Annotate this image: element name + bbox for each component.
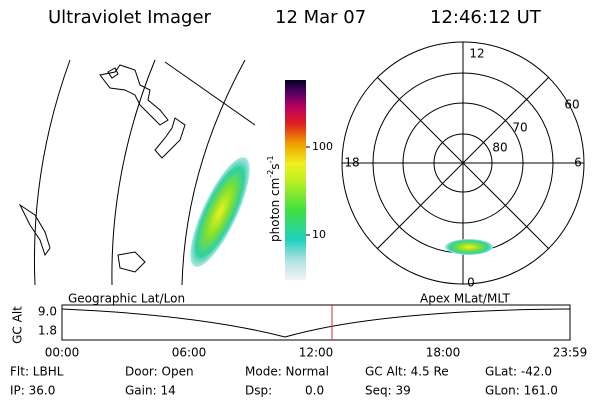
status-field: GLat: -42.0 <box>485 365 552 379</box>
mlt-label: 18 <box>344 156 359 170</box>
aurora <box>190 157 250 267</box>
exponent: -1 <box>266 155 275 163</box>
x-tick-label: 23:59 <box>553 346 588 360</box>
x-tick-label: 06:00 <box>172 346 207 360</box>
status-field: Gain: 14 <box>125 384 176 398</box>
y-tick-label: 9.0 <box>38 305 57 319</box>
meridian <box>33 59 71 286</box>
polar-plot: 12 18 6 0 60 70 80 Apex MLat/MLT <box>341 41 585 306</box>
coastline <box>154 117 186 159</box>
coastline <box>107 67 119 79</box>
status-field: Flt: LBHL <box>10 365 64 379</box>
status-field: Seq: 39 <box>365 384 411 398</box>
unit: photon cm <box>268 178 282 242</box>
x-tick-label: 18:00 <box>426 346 461 360</box>
unit: s <box>268 163 282 169</box>
altitude-plot: GC Alt 9.0 1.8 00:00 06:00 12:00 18:00 2… <box>11 304 588 360</box>
status-field: Mode: Normal <box>245 365 329 379</box>
y-label: GC Alt <box>11 306 25 344</box>
header: Ultraviolet Imager 12 Mar 07 12:46:12 UT <box>48 7 542 28</box>
instrument: Ultraviolet Imager <box>48 7 212 28</box>
status-field: GC Alt: 4.5 Re <box>365 365 449 379</box>
coastline <box>117 251 146 273</box>
plot-frame <box>61 304 571 341</box>
status-field: Dsp: <box>245 384 272 398</box>
parallel <box>164 61 256 126</box>
altitude-curve <box>61 308 571 338</box>
dsp-value: 0.0 <box>305 384 324 398</box>
status-field: GLon: 161.0 <box>485 384 558 398</box>
colorbar-tick: 100 <box>312 140 333 153</box>
spoke <box>376 76 550 250</box>
mlt-label: 12 <box>469 47 484 61</box>
footer: 0.0 Flt: LBHL Door: Open Mode: Normal GC Al… <box>10 365 558 398</box>
mlat-label: 80 <box>492 141 507 155</box>
colorbar: 100 10 photon cm-2s-1 <box>266 80 333 280</box>
projection-right: Apex MLat/MLT <box>420 292 510 306</box>
projection-left: Geographic Lat/Lon <box>68 292 185 306</box>
meridian <box>181 59 246 286</box>
colorbar-label: photon cm-2s-1 <box>266 155 282 242</box>
x-tick-label: 00:00 <box>45 346 80 360</box>
coastline <box>99 64 169 126</box>
mlt-label: 6 <box>574 156 582 170</box>
colorbar-scale <box>285 80 306 280</box>
colorbar-tick: 10 <box>312 228 326 241</box>
mlt-label: 0 <box>467 276 475 290</box>
time: 12:46:12 UT <box>430 7 542 28</box>
geo-map: Geographic Lat/Lon <box>18 59 256 306</box>
y-tick-label: 1.8 <box>38 324 57 338</box>
status-field: Door: Open <box>125 365 194 379</box>
mlat-label: 60 <box>564 98 579 112</box>
exponent: -2 <box>266 170 275 178</box>
status-field: IP: 36.0 <box>10 384 55 398</box>
x-tick-label: 12:00 <box>299 346 334 360</box>
date: 12 Mar 07 <box>275 7 366 28</box>
coastline <box>18 203 51 257</box>
mlat-label: 70 <box>512 121 527 135</box>
aurora <box>445 239 493 255</box>
